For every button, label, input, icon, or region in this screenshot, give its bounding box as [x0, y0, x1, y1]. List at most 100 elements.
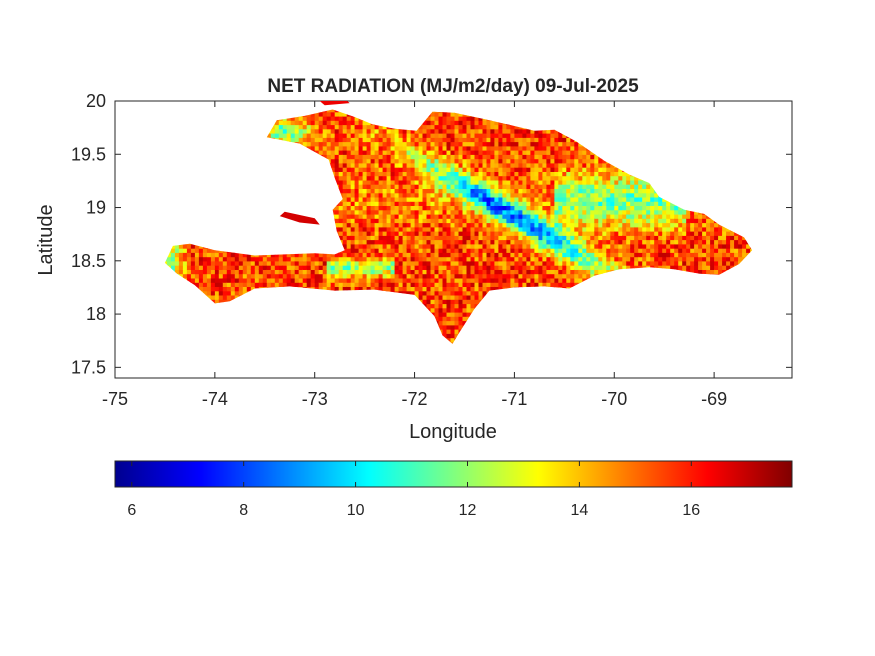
map-cell	[490, 273, 495, 279]
map-cell	[362, 201, 368, 206]
map-cell	[426, 201, 432, 206]
map-cell	[374, 158, 380, 164]
map-cell	[338, 179, 344, 185]
map-cell	[330, 158, 336, 164]
map-cell	[314, 111, 320, 117]
map-cell	[326, 260, 332, 266]
map-cell	[418, 248, 424, 253]
map-cell	[306, 124, 312, 130]
map-cell	[314, 141, 320, 147]
map-cell	[402, 265, 408, 270]
map-cell	[414, 290, 420, 296]
map-cell	[306, 141, 312, 147]
map-cell	[386, 196, 392, 202]
map-cell	[234, 256, 240, 262]
map-cell	[490, 141, 495, 147]
map-cell	[414, 226, 420, 232]
map-cell	[378, 188, 384, 194]
map-cell	[350, 282, 356, 287]
map-cell	[298, 124, 304, 130]
map-cell	[166, 252, 172, 258]
map-cell	[446, 150, 452, 155]
map-cell	[486, 179, 492, 185]
map-cell	[354, 150, 360, 155]
map-cell	[446, 188, 452, 194]
map-cell	[478, 154, 484, 160]
map-cell	[346, 209, 352, 215]
map-cell	[458, 231, 464, 236]
map-cell	[486, 145, 492, 151]
map-cell	[418, 269, 424, 275]
map-cell	[494, 256, 499, 262]
map-cell	[482, 154, 488, 160]
map-cell	[238, 269, 244, 275]
map-cell	[466, 124, 472, 130]
map-cell	[430, 307, 436, 313]
map-cell	[446, 120, 452, 126]
map-cell	[378, 226, 384, 232]
map-cell	[334, 128, 340, 134]
map-cell	[330, 109, 336, 113]
map-cell	[458, 120, 464, 126]
map-cell	[446, 316, 452, 322]
map-cell	[478, 120, 484, 126]
map-cell	[234, 269, 240, 275]
map-cell	[198, 269, 204, 275]
map-cell	[358, 201, 364, 206]
map-cell	[230, 260, 236, 266]
map-cell	[454, 316, 460, 322]
map-cell	[194, 260, 200, 266]
map-cell	[478, 222, 484, 228]
map-cell	[242, 252, 248, 258]
map-cell	[334, 260, 340, 266]
map-cell	[374, 226, 380, 232]
map-cell	[394, 286, 400, 292]
map-cell	[214, 294, 220, 300]
map-cell	[426, 154, 432, 160]
map-cell	[370, 243, 376, 249]
map-cell	[322, 133, 328, 138]
map-cell	[346, 282, 352, 287]
map-cell	[198, 252, 204, 258]
map-cell	[370, 128, 376, 134]
map-cell	[410, 213, 416, 219]
map-cell	[402, 145, 408, 151]
map-cell	[486, 188, 492, 194]
map-cell	[382, 213, 388, 219]
map-cell	[374, 154, 380, 160]
map-cell	[334, 120, 340, 126]
map-cell	[454, 299, 460, 305]
map-cell	[402, 179, 408, 185]
map-cell	[314, 115, 320, 121]
map-cell	[382, 282, 388, 287]
map-cell	[402, 154, 408, 160]
map-cell	[302, 133, 308, 138]
map-cell	[382, 162, 388, 168]
map-cell	[322, 115, 328, 121]
map-cell	[266, 282, 272, 287]
map-cell	[342, 235, 348, 241]
map-cell	[434, 269, 440, 275]
map-cell	[482, 235, 488, 241]
map-cell	[378, 175, 384, 181]
map-cell	[174, 243, 180, 249]
map-cell	[310, 145, 316, 151]
map-cell	[322, 141, 328, 147]
map-cell	[454, 307, 460, 313]
map-cell	[458, 256, 464, 262]
map-cell	[254, 277, 260, 283]
map-cell	[250, 277, 256, 283]
map-cell	[350, 231, 356, 236]
map-cell	[438, 162, 444, 168]
map-cell	[414, 231, 420, 236]
map-cell	[418, 196, 424, 202]
map-cell	[342, 120, 348, 126]
map-cell	[402, 286, 408, 292]
map-cell	[350, 239, 356, 245]
map-cell	[426, 115, 432, 121]
map-cell	[426, 141, 432, 147]
map-cell	[358, 137, 364, 143]
map-cell	[454, 167, 460, 172]
map-cell	[366, 226, 372, 232]
map-cell	[486, 243, 492, 249]
